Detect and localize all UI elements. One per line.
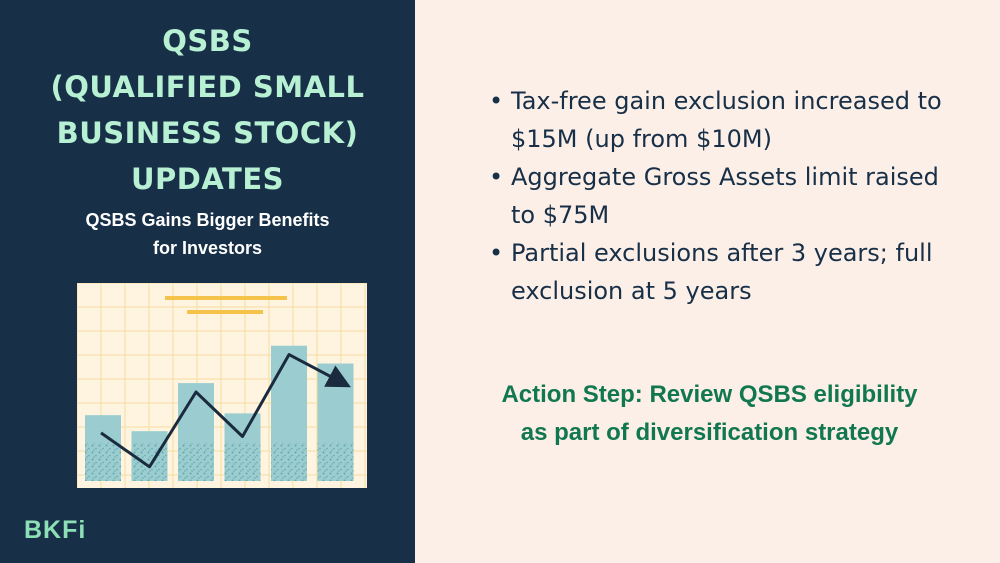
trend-line bbox=[100, 353, 351, 469]
bar-texture bbox=[178, 443, 214, 481]
subtitle-line: for Investors bbox=[152, 238, 263, 258]
bar-texture bbox=[85, 443, 121, 481]
title-line: (QUALIFIED SMALL bbox=[50, 70, 365, 104]
bullet-list: • Tax-free gain exclusion increased to $… bbox=[487, 82, 987, 310]
bullet-text: exclusion at 5 years bbox=[511, 277, 752, 305]
subtitle: QSBS Gains Bigger Benefits for Investors bbox=[30, 206, 385, 262]
title-line: QSBS bbox=[162, 24, 253, 58]
right-panel bbox=[415, 0, 1000, 563]
title-line: BUSINESS STOCK) bbox=[56, 116, 359, 150]
list-item: • Tax-free gain exclusion increased to $… bbox=[487, 82, 987, 158]
bullet-text: Aggregate Gross Assets limit raised bbox=[511, 163, 939, 191]
bar-texture bbox=[271, 443, 307, 481]
bullet-text: $15M (up from $10M) bbox=[511, 125, 772, 153]
action-step-line: as part of diversification strategy bbox=[520, 419, 899, 446]
action-step: Action Step: Review QSBS eligibility as … bbox=[437, 376, 982, 452]
bullet-text: to $75M bbox=[511, 201, 610, 229]
subtitle-line: QSBS Gains Bigger Benefits bbox=[85, 210, 330, 230]
bullet-dot: • bbox=[489, 87, 504, 115]
bar-texture bbox=[317, 443, 354, 481]
bullet-dot: • bbox=[489, 163, 504, 191]
bullet-text: Partial exclusions after 3 years; full bbox=[511, 239, 933, 267]
bar-texture bbox=[224, 443, 261, 481]
page-title: QSBS (QUALIFIED SMALL BUSINESS STOCK) UP… bbox=[20, 18, 395, 202]
growth-chart-illustration bbox=[77, 283, 367, 488]
action-step-line: Action Step: Review QSBS eligibility bbox=[501, 381, 918, 408]
left-panel: QSBS (QUALIFIED SMALL BUSINESS STOCK) UP… bbox=[0, 0, 415, 563]
bullet-text: Tax-free gain exclusion increased to bbox=[511, 87, 942, 115]
list-item: • Partial exclusions after 3 years; full… bbox=[487, 234, 987, 310]
bkfi-logo: BKFi bbox=[24, 516, 87, 544]
bullet-dot: • bbox=[489, 239, 504, 267]
list-item: • Aggregate Gross Assets limit raised to… bbox=[487, 158, 987, 234]
title-line: UPDATES bbox=[130, 162, 285, 196]
